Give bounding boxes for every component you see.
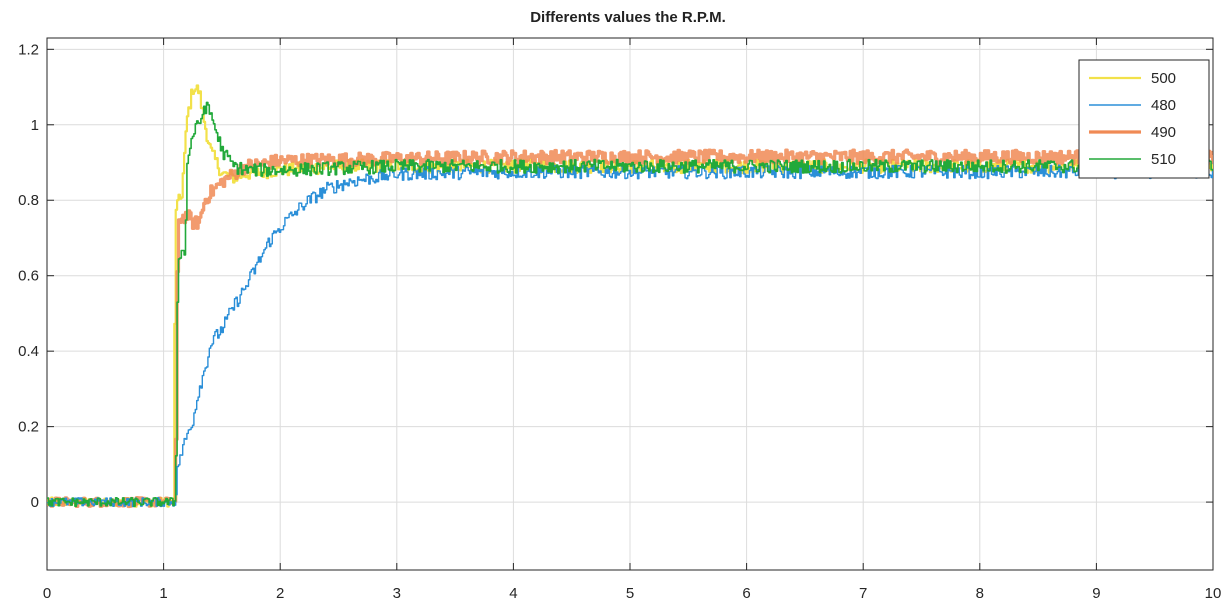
y-tick-label: 0.6 — [18, 268, 39, 285]
y-tick-label: 0 — [31, 494, 39, 511]
x-tick-label: 7 — [859, 585, 867, 602]
x-tick-label: 2 — [276, 585, 284, 602]
x-tick-label: 10 — [1205, 585, 1222, 602]
x-tick-label: 5 — [626, 585, 634, 602]
x-tick-label: 8 — [976, 585, 984, 602]
y-tick-label: 0.4 — [18, 343, 39, 360]
x-tick-label: 1 — [159, 585, 167, 602]
x-tick-label: 6 — [742, 585, 750, 602]
x-tick-label: 4 — [509, 585, 517, 602]
plot-area: 0 1 2 3 4 5 6 7 8 9 10 0 0.2 0.4 0.6 0.8 1 1.2 500 480 490 51… — [18, 37, 1222, 602]
series-line-510 — [47, 101, 1213, 508]
legend-label-510: 510 — [1151, 151, 1176, 168]
x-tick-label: 3 — [393, 585, 401, 602]
x-tick-label: 9 — [1092, 585, 1100, 602]
series-line-480 — [47, 164, 1213, 508]
legend-label-480: 480 — [1151, 97, 1176, 114]
chart-title: Differents values the R.P.M. — [530, 9, 726, 26]
y-tick-label: 1 — [31, 117, 39, 134]
y-tick-label: 0.2 — [18, 419, 39, 436]
legend-label-500: 500 — [1151, 70, 1176, 87]
y-tick-label: 0.8 — [18, 192, 39, 209]
x-tick-label: 0 — [43, 585, 51, 602]
y-tick-label: 1.2 — [18, 41, 39, 58]
legend-label-490: 490 — [1151, 124, 1176, 141]
